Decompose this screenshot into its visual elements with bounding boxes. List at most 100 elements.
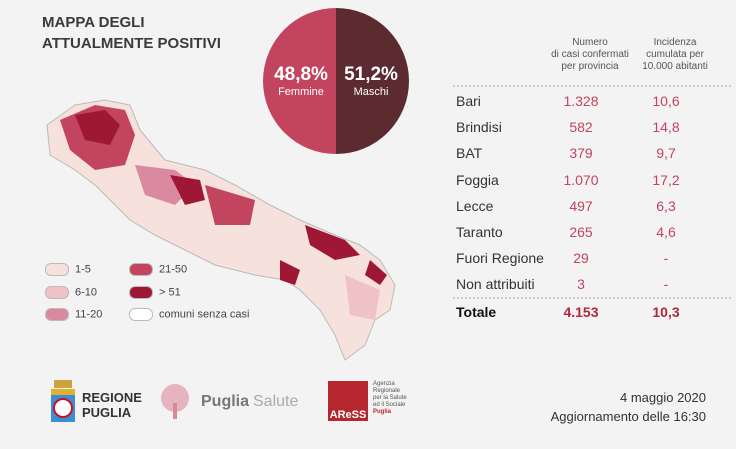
cell-name: BAT <box>456 145 483 162</box>
table-row: Lecce 497 6,3 <box>456 198 716 218</box>
cell-inc: 6,3 <box>656 197 676 214</box>
legend-label: comuni senza casi <box>159 308 250 321</box>
puglia-salute-logo: Puglia Salute <box>155 383 298 426</box>
table-row: Non attribuiti 3 - <box>456 276 716 296</box>
gender-pie-chart <box>263 8 409 154</box>
cell-cases: 265 <box>569 224 593 240</box>
female-text: Femmine <box>278 86 324 98</box>
area-foggia-dark <box>75 110 120 145</box>
date-block: 4 maggio 2020 Aggiornamento delle 16:30 <box>551 388 706 426</box>
legend-item: > 51 <box>129 286 181 299</box>
header-incidence: Incidenza cumulata per 10.000 abitanti <box>630 37 720 73</box>
logo-text: ed il Sociale <box>373 402 406 408</box>
cell-inc: 10,6 <box>652 93 680 109</box>
female-label: 48,8% Femmine <box>268 64 334 98</box>
cell-name: Foggia <box>456 171 499 188</box>
cell-inc: 17,2 <box>652 171 680 188</box>
pie-slice-female <box>263 8 336 154</box>
logo-text: Puglia <box>201 393 250 410</box>
header-line: Incidenza <box>653 37 697 48</box>
table-row: BAT 379 9,7 <box>456 145 716 165</box>
cell-name: Bari <box>456 93 481 109</box>
legend-label: 21-50 <box>159 263 188 276</box>
total-cases: 4.153 <box>563 304 599 320</box>
total-row: Totale 4.153 10,3 <box>456 304 716 324</box>
legend-item: comuni senza casi <box>129 308 250 321</box>
cell-name: Non attribuiti <box>456 276 535 293</box>
logo-text: per la Salute <box>373 395 407 401</box>
header-line: 10.000 abitanti <box>642 61 708 72</box>
pie-slice-male <box>336 8 409 154</box>
cell-inc: 14,8 <box>652 119 680 136</box>
legend-item: 21-50 <box>129 263 187 276</box>
aress-logo: AReSS Agenzia Regionale per la Salute ed il… <box>328 381 407 421</box>
table-row: Taranto 265 4,6 <box>456 224 716 244</box>
legend-label: 11-20 <box>75 308 103 321</box>
title-line: ATTUALMENTE POSITIVI <box>42 35 221 52</box>
area-lecce2 <box>345 275 380 320</box>
legend-swatch <box>45 263 69 276</box>
table-row: Foggia 1.070 17,2 <box>456 172 716 192</box>
cell-inc: - <box>663 250 669 267</box>
cell-cases: 1.328 <box>563 93 599 109</box>
divider <box>453 297 731 299</box>
legend-item: 11-20 <box>45 308 102 321</box>
title-line: MAPPA DEGLI <box>42 14 145 31</box>
legend-swatch <box>129 263 153 276</box>
cell-cases: 582 <box>569 119 593 136</box>
cell-cases: 1.070 <box>563 171 599 188</box>
page-title: MAPPA DEGLI ATTUALMENTE POSITIVI <box>42 12 221 54</box>
legend-label: 6-10 <box>75 286 98 299</box>
cell-cases: 379 <box>569 145 593 162</box>
legend-label: > 51 <box>159 286 181 299</box>
male-pct: 51,2% <box>344 64 398 85</box>
regione-crest-icon <box>51 380 75 422</box>
update-time: Aggiornamento delle 16:30 <box>550 409 706 424</box>
cell-cases: 3 <box>577 276 585 293</box>
logo-text: Regionale <box>373 388 401 394</box>
logo-text: Puglia <box>373 409 392 415</box>
cell-name: Fuori Regione <box>456 250 544 267</box>
aress-mark: AReSS <box>328 381 368 421</box>
area-bari <box>170 175 205 205</box>
male-label: 51,2% Maschi <box>338 64 404 98</box>
date: 4 maggio 2020 <box>619 390 706 405</box>
legend-label: 1-5 <box>75 263 91 276</box>
legend-item: 1-5 <box>45 263 91 276</box>
header-line: Numero <box>572 37 608 48</box>
logo-text: PUGLIA <box>82 405 132 420</box>
puglia-map <box>46 99 396 361</box>
table-row: Brindisi 582 14,8 <box>456 119 716 139</box>
total-incidence: 10,3 <box>652 304 680 320</box>
cell-inc: - <box>663 276 669 293</box>
cell-cases: 497 <box>569 197 593 214</box>
cell-name: Brindisi <box>456 119 502 136</box>
divider <box>453 85 731 87</box>
cell-inc: 4,6 <box>656 224 676 240</box>
legend-swatch <box>45 308 69 321</box>
right-edge <box>736 0 750 449</box>
regione-puglia-logo: REGIONE PUGLIA <box>50 380 142 427</box>
header-line: di casi confermati <box>551 49 629 60</box>
logo-text: Salute <box>253 393 299 410</box>
male-text: Maschi <box>353 86 389 98</box>
area-lecce <box>365 260 387 285</box>
cell-inc: 9,7 <box>656 145 676 162</box>
cell-cases: 29 <box>573 250 589 267</box>
cell-name: Lecce <box>456 197 494 214</box>
area-bari2 <box>205 185 255 225</box>
female-pct: 48,8% <box>274 64 328 85</box>
table-row: Fuori Regione 29 - <box>456 250 716 270</box>
legend-swatch <box>129 286 153 299</box>
cell-name: Taranto <box>456 224 503 240</box>
region-outline <box>46 99 396 361</box>
header-line: per provincia <box>561 61 619 72</box>
legend-swatch <box>45 286 69 299</box>
header-line: cumulata per <box>646 49 704 60</box>
logo-text: Agenzia <box>373 381 395 387</box>
area-brindisi <box>305 225 360 260</box>
logo-text: REGIONE <box>82 390 142 405</box>
legend-swatch <box>129 308 153 321</box>
tree-icon <box>161 384 189 419</box>
legend-item: 6-10 <box>45 286 97 299</box>
